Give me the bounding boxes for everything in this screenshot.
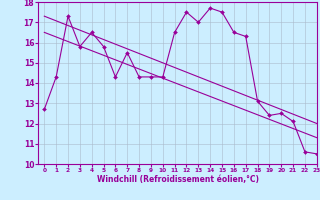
X-axis label: Windchill (Refroidissement éolien,°C): Windchill (Refroidissement éolien,°C) (97, 175, 259, 184)
